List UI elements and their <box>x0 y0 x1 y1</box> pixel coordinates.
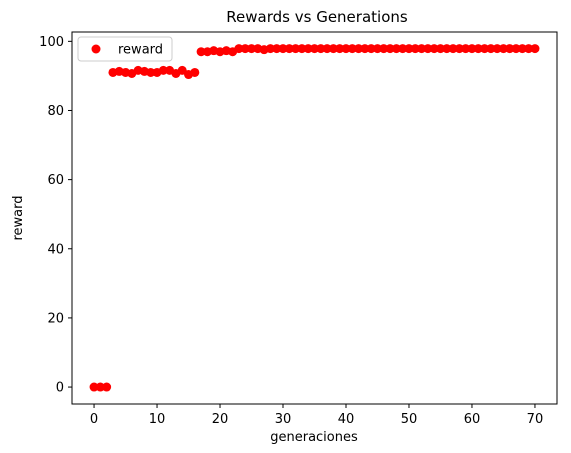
data-point <box>461 44 471 54</box>
data-point <box>360 44 370 54</box>
data-point <box>95 382 105 392</box>
x-tick-label: 30 <box>275 412 292 427</box>
y-tick-label: 40 <box>47 242 64 257</box>
legend-box <box>77 36 173 62</box>
data-point <box>366 44 376 54</box>
data-point <box>303 44 313 54</box>
y-axis-label: reward <box>11 195 26 240</box>
legend-label: reward <box>118 43 163 58</box>
data-point <box>524 44 534 54</box>
data-point <box>247 44 257 54</box>
data-point <box>158 65 168 75</box>
data-point <box>328 44 338 54</box>
data-point <box>467 44 477 54</box>
data-point <box>410 44 420 54</box>
data-point <box>146 67 156 77</box>
data-point <box>385 44 395 54</box>
data-point <box>379 44 389 54</box>
y-tick-label: 20 <box>47 311 64 326</box>
data-point <box>404 44 414 54</box>
data-point <box>448 44 458 54</box>
data-point <box>435 44 445 54</box>
data-point <box>234 44 244 54</box>
data-point <box>335 44 345 54</box>
data-point <box>442 44 452 54</box>
x-tick-label: 70 <box>527 412 544 427</box>
plot-frame <box>71 31 558 405</box>
x-tick-label: 40 <box>338 412 355 427</box>
data-point <box>89 382 99 392</box>
data-point <box>429 44 439 54</box>
data-point <box>505 44 515 54</box>
data-point <box>511 44 521 54</box>
data-point <box>347 44 357 54</box>
data-point <box>391 44 401 54</box>
data-point <box>310 44 319 54</box>
data-point <box>530 44 540 54</box>
data-point <box>454 44 464 54</box>
data-point <box>423 44 433 54</box>
data-point <box>196 47 206 57</box>
data-point <box>354 44 364 54</box>
y-tick-label: 100 <box>39 35 64 50</box>
data-point <box>398 44 408 54</box>
data-point <box>473 44 483 54</box>
x-tick-label: 10 <box>149 412 166 427</box>
legend-marker <box>91 44 101 54</box>
x-tick-label: 50 <box>401 412 418 427</box>
legend: reward <box>77 36 173 62</box>
x-tick-label: 20 <box>212 412 229 427</box>
data-point <box>517 44 527 54</box>
y-tick-label: 80 <box>47 104 64 119</box>
data-point <box>265 44 275 54</box>
data-point <box>291 44 301 54</box>
data-point <box>272 44 282 54</box>
data-point <box>341 44 351 54</box>
data-point <box>498 44 508 54</box>
data-point <box>190 67 200 77</box>
data-point <box>417 44 427 54</box>
data-point <box>480 44 490 54</box>
chart-title: Rewards vs Generations <box>226 8 408 26</box>
data-point <box>372 44 382 54</box>
data-point <box>278 44 288 54</box>
data-point <box>316 44 326 54</box>
data-point <box>486 44 496 54</box>
x-tick-label: 60 <box>464 412 481 427</box>
y-tick-label: 60 <box>47 173 64 188</box>
data-point <box>297 44 307 54</box>
x-tick-label: 0 <box>90 412 98 427</box>
y-tick-label: 0 <box>56 381 64 396</box>
data-point <box>240 44 250 54</box>
x-axis-label: generaciones <box>270 430 358 445</box>
data-point <box>492 44 502 54</box>
data-point <box>102 382 112 392</box>
data-point <box>322 44 332 54</box>
data-point <box>284 44 294 54</box>
